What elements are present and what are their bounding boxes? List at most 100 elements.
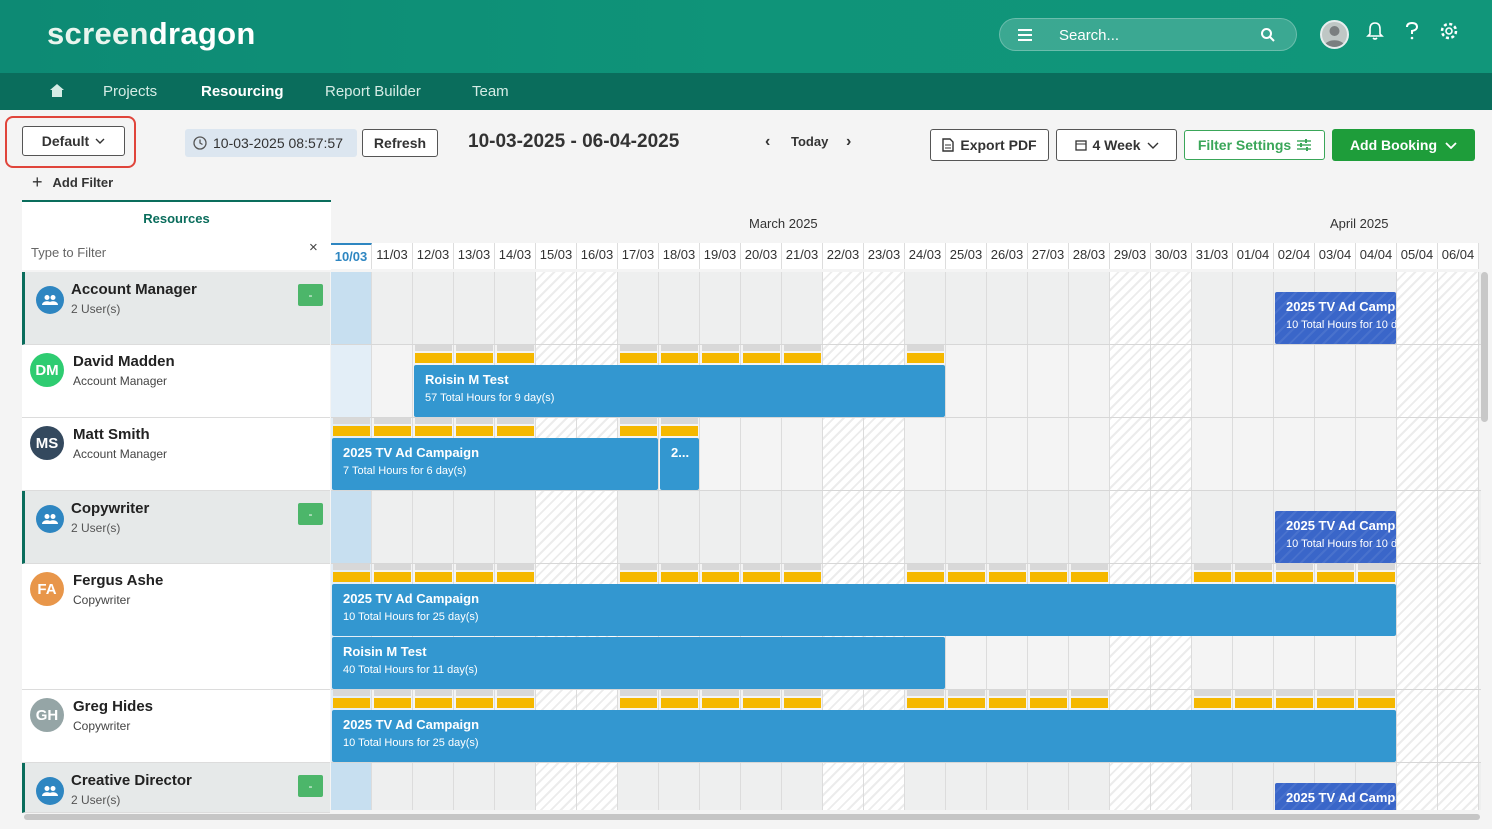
group-row[interactable]: Creative Director 2 User(s) - <box>22 763 330 813</box>
capacity-bar <box>661 426 698 436</box>
day-header: 02/04 <box>1274 243 1315 269</box>
capacity-bar-bg <box>415 564 452 570</box>
group-name: Account Manager <box>71 281 197 298</box>
booking-bar[interactable]: 2025 TV Ad Campaign 10 Total Hours for 25… <box>332 584 1396 636</box>
day-column <box>782 272 823 810</box>
capacity-bar <box>948 572 985 582</box>
avatar: FA <box>30 572 64 606</box>
resource-row[interactable]: GH Greg Hides Copywriter <box>22 690 330 763</box>
help-icon[interactable] <box>1404 21 1420 41</box>
refresh-button[interactable]: Refresh <box>362 129 438 157</box>
capacity-bar <box>702 572 739 582</box>
users-icon <box>36 777 64 805</box>
collapse-group-button[interactable]: - <box>298 284 323 306</box>
capacity-bar-bg <box>1030 690 1067 696</box>
export-pdf-button[interactable]: Export PDF <box>930 129 1049 161</box>
today-cell <box>331 272 371 345</box>
today-button[interactable]: Today <box>791 134 829 149</box>
horizontal-scrollbar[interactable] <box>24 814 1480 820</box>
booking-bar[interactable]: 2025 TV Ad Campaign 10 Total Hours for 25… <box>332 710 1396 762</box>
search-input[interactable]: Search... <box>1059 27 1120 44</box>
capacity-bar <box>1317 698 1354 708</box>
capacity-bar-bg <box>620 690 657 696</box>
resources-title: Resources <box>143 211 210 226</box>
calendar-icon <box>1074 140 1087 151</box>
booking-bar[interactable]: 2025 TV Ad Campaign 10 Total Hours for 10… <box>1275 511 1396 563</box>
day-header: 20/03 <box>741 243 782 269</box>
resource-name[interactable]: Greg Hides <box>73 698 154 715</box>
next-period-icon[interactable]: › <box>846 133 852 150</box>
day-header: 18/03 <box>659 243 700 269</box>
clear-filter-icon[interactable]: × <box>309 239 318 256</box>
resource-role: Copywriter <box>73 593 131 607</box>
collapse-group-button[interactable]: - <box>298 775 323 797</box>
nav-resourcing[interactable]: Resourcing <box>201 83 284 100</box>
default-view-dropdown[interactable]: Default <box>22 126 125 156</box>
capacity-bar-bg <box>333 564 370 570</box>
search-icon[interactable] <box>1260 27 1276 43</box>
capacity-bar-bg <box>702 564 739 570</box>
group-user-count: 2 User(s) <box>71 302 121 316</box>
day-column <box>905 272 946 810</box>
vertical-scrollbar[interactable] <box>1481 272 1488 422</box>
day-header: 26/03 <box>987 243 1028 269</box>
day-header: 14/03 <box>495 243 536 269</box>
group-row[interactable]: Account Manager 2 User(s) - <box>22 272 330 345</box>
capacity-bar-bg <box>1030 564 1067 570</box>
booking-bar[interactable]: Roisin M Test 40 Total Hours for 11 day(s… <box>332 637 945 689</box>
week-range-dropdown[interactable]: 4 Week <box>1056 129 1177 161</box>
row-divider <box>331 490 1481 491</box>
filter-settings-button[interactable]: Filter Settings <box>1184 130 1325 160</box>
capacity-bar-bg <box>497 418 534 424</box>
capacity-bar-bg <box>907 345 944 351</box>
capacity-bar-bg <box>456 564 493 570</box>
capacity-bar-bg <box>661 690 698 696</box>
booking-bar[interactable]: 2025 TV Ad Campaign 10 Total Hours for 10… <box>1275 292 1396 344</box>
resource-row[interactable]: MS Matt Smith Account Manager <box>22 418 330 491</box>
timeline-grid[interactable]: 2025 TV Ad Campaign 10 Total Hours for 10… <box>331 272 1481 810</box>
booking-title: Roisin M Test <box>343 644 427 659</box>
day-column <box>372 272 413 810</box>
prev-period-icon[interactable]: ‹ <box>765 133 771 150</box>
settings-gear-icon[interactable] <box>1439 21 1459 41</box>
collapse-group-button[interactable]: - <box>298 503 323 525</box>
capacity-bar-bg <box>497 690 534 696</box>
resource-filter-input[interactable]: Type to Filter <box>31 245 107 260</box>
capacity-bar <box>784 572 821 582</box>
add-filter-button[interactable]: + Add Filter <box>32 172 113 193</box>
resource-name[interactable]: David Madden <box>73 353 175 370</box>
bell-icon[interactable] <box>1366 21 1384 41</box>
booking-bar[interactable]: 2... <box>660 438 699 490</box>
capacity-bar <box>702 698 739 708</box>
resource-name[interactable]: Fergus Ashe <box>73 572 164 589</box>
user-avatar[interactable] <box>1320 20 1349 49</box>
default-label: Default <box>41 133 90 149</box>
booking-bar[interactable]: 2025 TV Ad Campaign 7 Total Hours for 6 d… <box>332 438 658 490</box>
resource-row[interactable]: FA Fergus Ashe Copywriter <box>22 564 330 690</box>
capacity-bar <box>620 698 657 708</box>
search-bar[interactable]: Search... <box>999 18 1297 51</box>
resource-name[interactable]: Matt Smith <box>73 426 150 443</box>
day-header: 05/04 <box>1397 243 1438 269</box>
capacity-bar-bg <box>661 345 698 351</box>
capacity-bar-bg <box>497 564 534 570</box>
add-booking-button[interactable]: Add Booking <box>1332 129 1475 161</box>
resource-row[interactable]: DM David Madden Account Manager <box>22 345 330 418</box>
capacity-bar-bg <box>948 564 985 570</box>
day-column <box>454 272 495 810</box>
menu-icon[interactable] <box>1018 29 1032 41</box>
group-row[interactable]: Copywriter 2 User(s) - <box>22 491 330 564</box>
capacity-bar-bg <box>1358 690 1395 696</box>
booking-bar[interactable]: 2025 TV Ad Campaign <box>1275 783 1396 810</box>
day-header: 15/03 <box>536 243 577 269</box>
nav-team[interactable]: Team <box>472 83 509 100</box>
day-header: 03/04 <box>1315 243 1356 269</box>
avatar: MS <box>30 426 64 460</box>
home-icon[interactable] <box>49 83 65 98</box>
app-logo[interactable]: screendragon <box>47 16 256 51</box>
day-header: 24/03 <box>905 243 946 269</box>
booking-bar[interactable]: Roisin M Test 57 Total Hours for 9 day(s) <box>414 365 945 417</box>
nav-projects[interactable]: Projects <box>103 83 158 100</box>
day-column <box>1356 272 1397 810</box>
nav-report-builder[interactable]: Report Builder <box>325 83 421 100</box>
